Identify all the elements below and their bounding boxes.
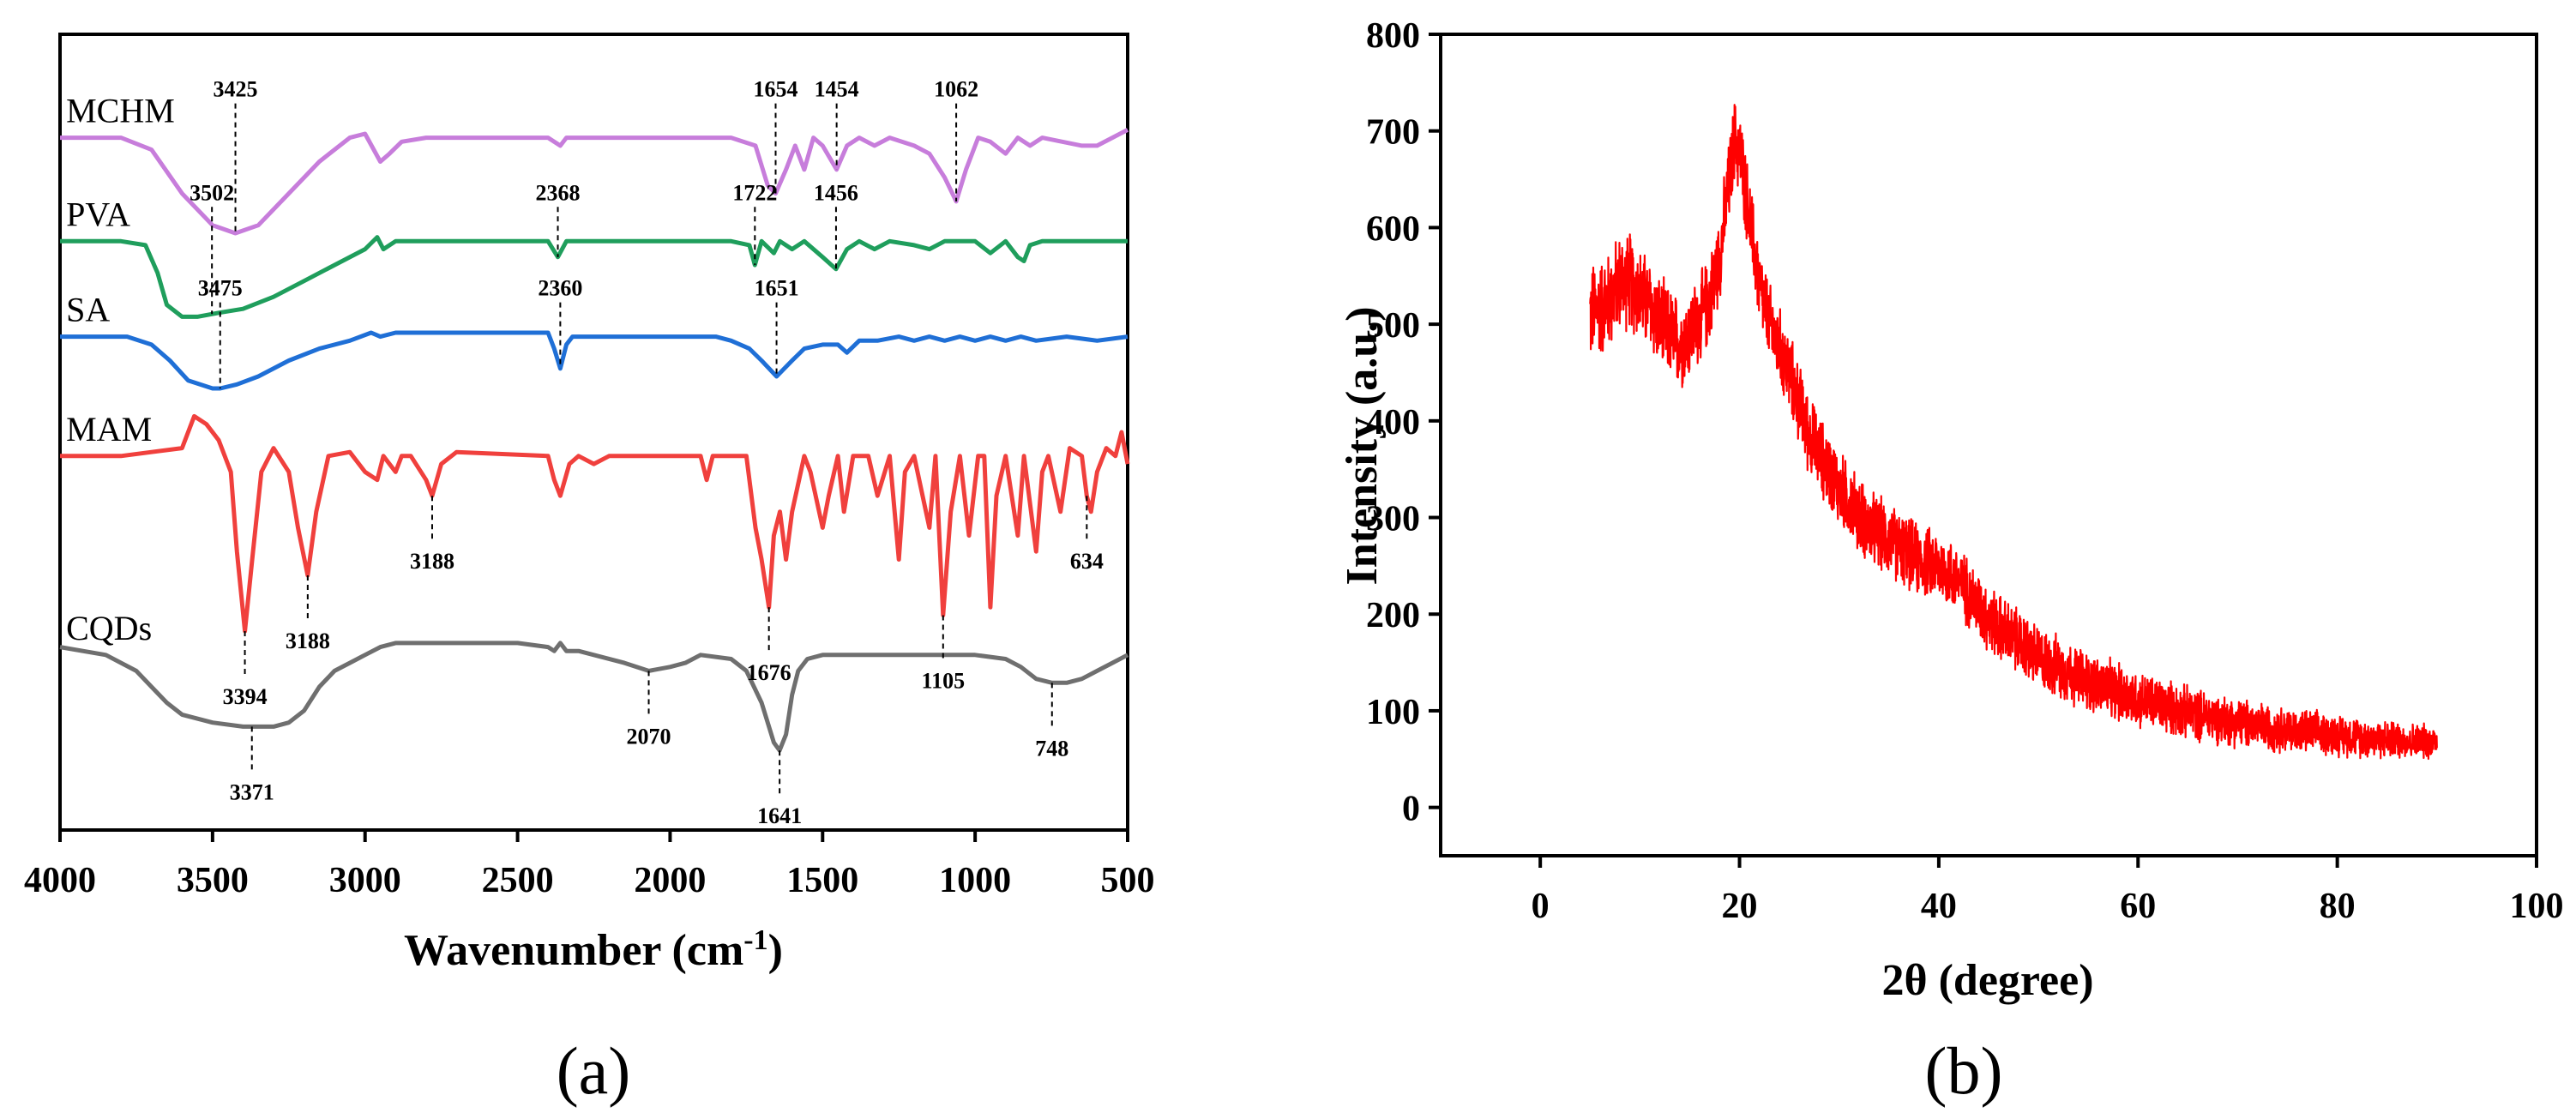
annotation-label: 634 [1070, 549, 1104, 574]
xrd-y-tick-label: 0 [1402, 790, 1420, 829]
ftir-x-tick-label: 4000 [24, 861, 96, 900]
xrd-x-axis-title: 2θ (degree) [1881, 956, 2093, 1005]
xrd-y-tick-label: 100 [1366, 693, 1420, 732]
xrd-x-tick-label: 0 [1532, 887, 1550, 926]
annotation-label: 3188 [286, 629, 330, 653]
xrd-x-tick-label: 100 [2510, 887, 2564, 926]
annotation-label: 3475 [198, 276, 243, 301]
xrd-pattern-line [1589, 104, 2438, 761]
annotation-label: 3425 [214, 77, 258, 102]
ftir-x-tick-label: 500 [1101, 861, 1155, 900]
series-mam-label: MAM [66, 410, 152, 448]
annotation-label: 1456 [814, 180, 858, 205]
xrd-plot-frame [1439, 33, 2538, 857]
annotation-label: 3371 [230, 779, 274, 804]
xrd-x-tick-label: 60 [2120, 887, 2156, 926]
annotation-label: 1641 [757, 803, 802, 828]
ftir-x-tick-label: 2500 [482, 861, 554, 900]
series-sa-line [60, 330, 1129, 391]
panel-label-b: (b) [1925, 1033, 2003, 1108]
xrd-y-axis-title: Intensity (a.u.) [1338, 306, 1387, 585]
xrd-series-group [1589, 104, 2438, 761]
series-sa-label: SA [66, 291, 110, 329]
ftir-x-tick-label: 3000 [329, 861, 401, 900]
ftir-annotations: 3425 1654 1454 1062 3502 2368 1722 1456 3475 2360… [190, 77, 1104, 829]
ftir-x-tick-label: 1000 [939, 861, 1011, 900]
ftir-x-axis-title: Wavenumber (cm-1) [404, 924, 783, 975]
panel-label-a: (a) [557, 1033, 631, 1108]
xrd-axes: 0 20 40 60 80 100 0 100 200 300 400 500 600 700 800 [1366, 16, 2564, 926]
annotation-label: 748 [1035, 736, 1068, 761]
annotation-label: 1454 [815, 77, 859, 102]
series-cqds-label: CQDs [66, 609, 152, 647]
annotation-label: 1105 [922, 668, 966, 693]
annotation-label: 3394 [223, 684, 268, 709]
annotation-label: 1676 [747, 660, 791, 685]
xrd-x-tick-label: 20 [1722, 887, 1758, 926]
xrd-y-tick-label: 400 [1366, 403, 1420, 442]
xrd-y-tick-label: 300 [1366, 500, 1420, 539]
ftir-plot-frame [58, 33, 1129, 832]
xrd-y-tick-label: 200 [1366, 596, 1420, 635]
xrd-y-tick-label: 500 [1366, 306, 1420, 346]
ftir-x-tick-label: 1500 [786, 861, 858, 900]
annotation-label: 3188 [410, 549, 454, 574]
xrd-y-tick-label: 700 [1366, 113, 1420, 153]
annotation-label: 2070 [627, 724, 671, 749]
xrd-y-tick-label: 800 [1366, 16, 1420, 56]
series-cqds-line [59, 641, 1129, 753]
series-mam-line [60, 413, 1130, 634]
annotation-label: 2360 [538, 276, 582, 301]
xrd-y-tick-label: 600 [1366, 209, 1420, 249]
ftir-x-axis: 4000 3500 3000 2500 2000 1500 1000 500 [24, 830, 1155, 900]
xrd-chart: 0 20 40 60 80 100 0 100 200 300 400 500 600 700 800 2θ… [1338, 16, 2564, 1108]
series-mchm-label: MCHM [66, 92, 175, 130]
series-pva-line [60, 235, 1128, 319]
series-mchm-line [60, 128, 1129, 236]
ftir-x-tick-label: 3500 [177, 861, 249, 900]
annotation-label: 1651 [755, 276, 799, 301]
ftir-x-tick-label: 2000 [634, 861, 706, 900]
series-pva-label: PVA [66, 195, 130, 233]
xrd-x-tick-label: 80 [2320, 887, 2356, 926]
annotation-label: 1062 [934, 77, 978, 102]
annotation-label: 3502 [190, 180, 234, 205]
annotation-label: 2368 [536, 180, 581, 205]
annotation-label: 1722 [732, 180, 777, 205]
xrd-x-tick-label: 40 [1921, 887, 1957, 926]
ftir-chart: 4000 3500 3000 2500 2000 1500 1000 500 MCHM PVA S… [24, 33, 1155, 1108]
annotation-label: 1654 [754, 77, 798, 102]
